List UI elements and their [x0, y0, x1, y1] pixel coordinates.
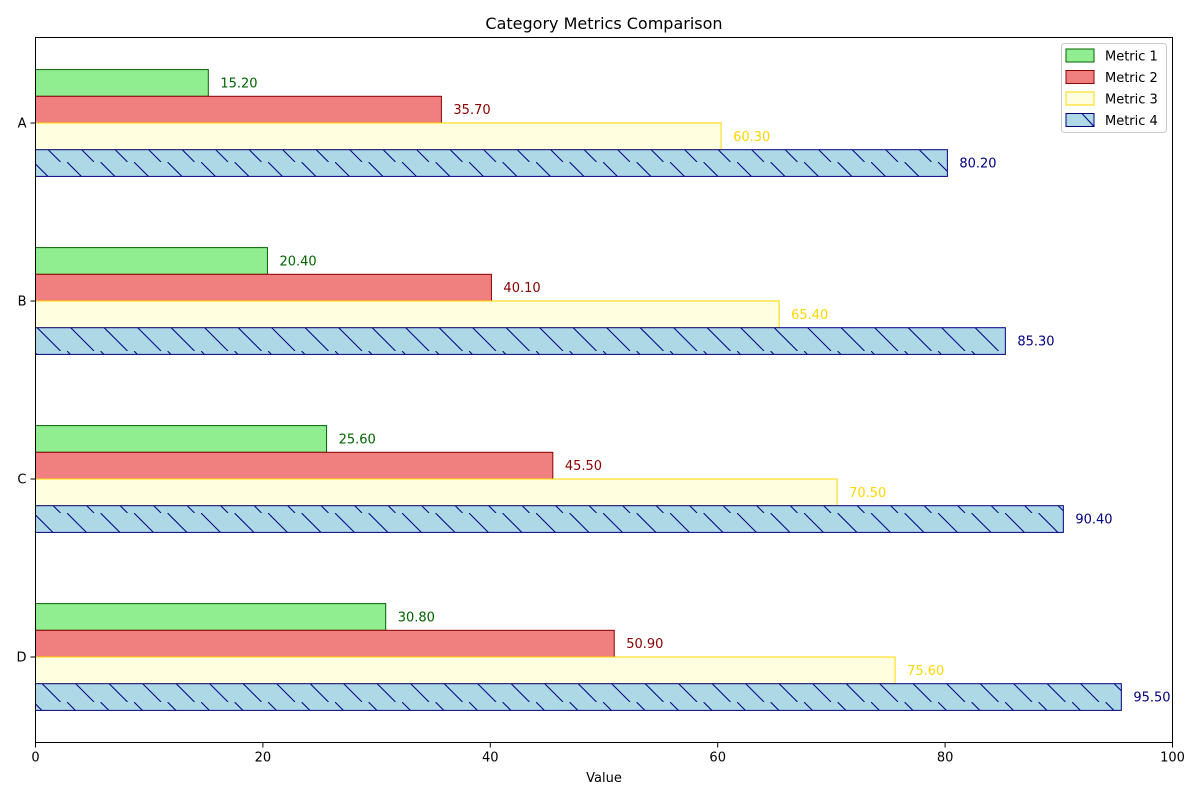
- x-tick-label: 80: [937, 751, 954, 766]
- x-tick-label: 100: [1160, 751, 1185, 766]
- data-label: 40.10: [503, 281, 540, 296]
- data-label: 50.90: [626, 637, 663, 652]
- x-tick-label: 60: [709, 751, 726, 766]
- bar-metric-1-d: [35, 603, 387, 631]
- data-label: 70.50: [849, 486, 886, 501]
- x-tick-label: 0: [31, 751, 39, 766]
- bar-metric-3-b: [35, 300, 780, 329]
- x-axis: 0 20 40 60 80 100: [31, 742, 1185, 766]
- legend-hatch-line: [1081, 113, 1095, 127]
- data-label: 90.40: [1075, 513, 1112, 528]
- data-label: 35.70: [453, 103, 490, 118]
- y-tick-label: D: [16, 651, 26, 666]
- data-label: 20.40: [279, 254, 316, 269]
- x-axis-label: Value: [586, 771, 622, 786]
- data-label: 15.20: [220, 76, 257, 91]
- y-tick-label: B: [18, 295, 27, 310]
- bar-metric-3-a: [35, 122, 722, 151]
- data-label: 80.20: [959, 157, 996, 172]
- bar-hatch-a: [35, 149, 948, 177]
- plot-area: 15.20 20.40 25.60 30.80 35.70 40.10 45.50 50.90…: [35, 69, 1171, 711]
- legend-swatch-metric-2: [1065, 70, 1095, 84]
- data-label: 65.40: [791, 308, 828, 323]
- x-tick-label: 40: [482, 751, 499, 766]
- bar-hatch-c: [35, 505, 1064, 533]
- legend-label-metric-1: Metric 1: [1105, 50, 1158, 65]
- legend: Metric 1 Metric 2 Metric 3 Metric 4: [1061, 43, 1167, 133]
- legend-swatch-metric-3: [1065, 91, 1095, 106]
- chart-title: Category Metrics Comparison: [485, 14, 722, 33]
- y-tick-label: A: [18, 117, 27, 132]
- legend-label-metric-2: Metric 2: [1105, 71, 1158, 86]
- bar-metric-2-d: [35, 629, 615, 658]
- bar-metric-1-a: [35, 69, 209, 97]
- bar-metric-3-d: [35, 656, 896, 685]
- legend-box: [1061, 43, 1167, 133]
- legend-swatch-metric-4: [1065, 113, 1095, 127]
- bar-hatch-b: [35, 327, 1006, 355]
- data-label: 30.80: [398, 610, 435, 625]
- legend-label-metric-4: Metric 4: [1105, 114, 1158, 129]
- data-label: 85.30: [1017, 335, 1054, 350]
- bar-metric-3-c: [35, 478, 838, 507]
- legend-label-metric-3: Metric 3: [1105, 93, 1158, 108]
- data-label: 75.60: [907, 664, 944, 679]
- legend-swatch-metric-1: [1065, 48, 1095, 63]
- bar-metric-1-c: [35, 425, 328, 453]
- bar-metric-1-b: [35, 247, 268, 275]
- bar-metric-2-c: [35, 451, 554, 480]
- bar-metric-2-a: [35, 95, 442, 124]
- x-tick-label: 20: [255, 751, 272, 766]
- y-axis: A B C D: [16, 117, 36, 666]
- data-label: 25.60: [339, 432, 376, 447]
- y-tick-label: C: [17, 473, 26, 488]
- data-label: 45.50: [565, 459, 602, 474]
- data-label: 95.50: [1133, 691, 1170, 706]
- bar-hatch-d: [35, 683, 1122, 711]
- data-label: 60.30: [733, 130, 770, 145]
- bar-metric-2-b: [35, 273, 492, 302]
- plot-frame: [35, 37, 1173, 743]
